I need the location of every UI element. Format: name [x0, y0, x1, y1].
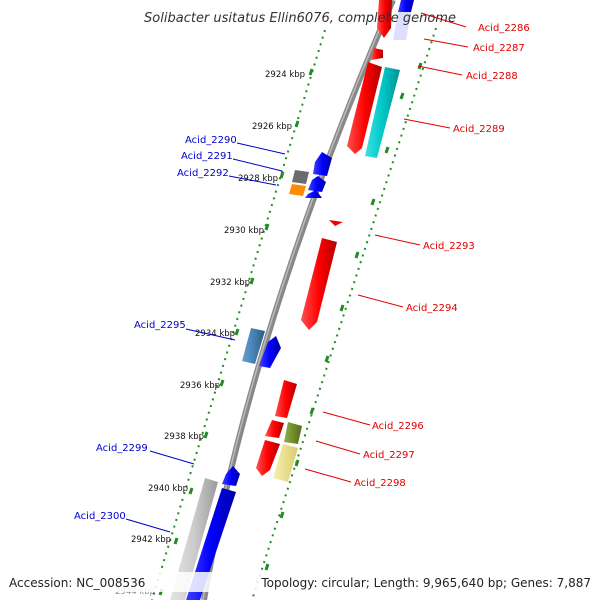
gene-label-acid-2291[interactable]: Acid_2291	[181, 151, 233, 162]
kbp-tick-label: 2930 kbp	[224, 226, 264, 236]
gene-label-acid-2294[interactable]: Acid_2294	[406, 303, 458, 314]
gene-feature-acid-2295-blue[interactable]	[259, 336, 281, 368]
gene-feature-acid-2287[interactable]	[371, 48, 383, 60]
inner-dotted-track	[151, 29, 326, 600]
gene-feature-orange	[289, 184, 306, 196]
gene-feature-acid-2288[interactable]	[347, 62, 382, 154]
gene-feature-acid-2296[interactable]	[275, 380, 297, 418]
gene-feature-acid-2286[interactable]	[377, 0, 392, 38]
kbp-tick-label: 2924 kbp	[265, 70, 305, 80]
gene-label-acid-2290[interactable]: Acid_2290	[185, 135, 237, 146]
gene-feature-acid-2294[interactable]	[301, 238, 337, 330]
footer-background	[0, 572, 600, 592]
kbp-tick-label: 2942 kbp	[131, 535, 171, 545]
gene-label-acid-2286[interactable]: Acid_2286	[478, 23, 530, 34]
genome-summary-text: Topology: circular; Length: 9,965,640 bp…	[260, 576, 591, 590]
accession-text: Accession: NC_008536	[9, 576, 145, 590]
kbp-tick-label: 2938 kbp	[164, 432, 204, 442]
gene-label-acid-2293[interactable]: Acid_2293	[423, 241, 475, 252]
gene-feature-acid-2299[interactable]	[170, 478, 218, 600]
gene-label-acid-2299[interactable]: Acid_2299	[96, 443, 148, 454]
gene-feature-acid-2291[interactable]	[308, 176, 326, 192]
kbp-tick-label: 2928 kbp	[238, 174, 278, 184]
gene-label-acid-2289[interactable]: Acid_2289	[453, 124, 505, 135]
gene-label-acid-2298[interactable]: Acid_2298	[354, 478, 406, 489]
gene-feature-acid-2289[interactable]	[365, 67, 400, 158]
gene-feature-acid-2297-olive	[284, 422, 302, 444]
gene-label-acid-2292[interactable]: Acid_2292	[177, 168, 229, 179]
gene-feature-acid-2286-lavender	[393, 12, 411, 40]
gene-feature-acid-2298-khaki	[273, 444, 298, 482]
gene-feature-gray	[292, 170, 309, 184]
gene-label-acid-2288[interactable]: Acid_2288	[466, 71, 518, 82]
kbp-tick-label: 2932 kbp	[210, 278, 250, 288]
gene-feature-acid-2293[interactable]	[329, 220, 343, 226]
kbp-tick-label: 2940 kbp	[148, 484, 188, 494]
kbp-tick-label: 2934 kbp	[195, 329, 235, 339]
gene-feature-acid-2300-head[interactable]	[222, 466, 240, 486]
gene-label-acid-2300[interactable]: Acid_2300	[74, 511, 126, 522]
label-leader-lines-left	[125, 142, 286, 533]
kbp-tick-label: 2926 kbp	[252, 122, 292, 132]
gene-label-acid-2287[interactable]: Acid_2287	[473, 43, 525, 54]
gene-label-acid-2296[interactable]: Acid_2296	[372, 421, 424, 432]
map-title: Solibacter usitatus Ellin6076, complete …	[144, 11, 456, 26]
gene-feature-acid-2295[interactable]	[242, 328, 265, 364]
gene-feature-acid-2290[interactable]	[313, 152, 332, 176]
gene-feature-acid-2298[interactable]	[256, 440, 280, 476]
gene-feature-acid-2297[interactable]	[265, 420, 284, 438]
label-leader-lines-right	[304, 12, 469, 483]
gene-feature-acid-2292[interactable]	[305, 190, 322, 198]
gene-label-acid-2297[interactable]: Acid_2297	[363, 450, 415, 461]
gene-label-acid-2295[interactable]: Acid_2295	[134, 320, 186, 331]
gene-feature-acid-2286-colored[interactable]	[398, 0, 414, 12]
kbp-tick-label: 2936 kbp	[180, 381, 220, 391]
